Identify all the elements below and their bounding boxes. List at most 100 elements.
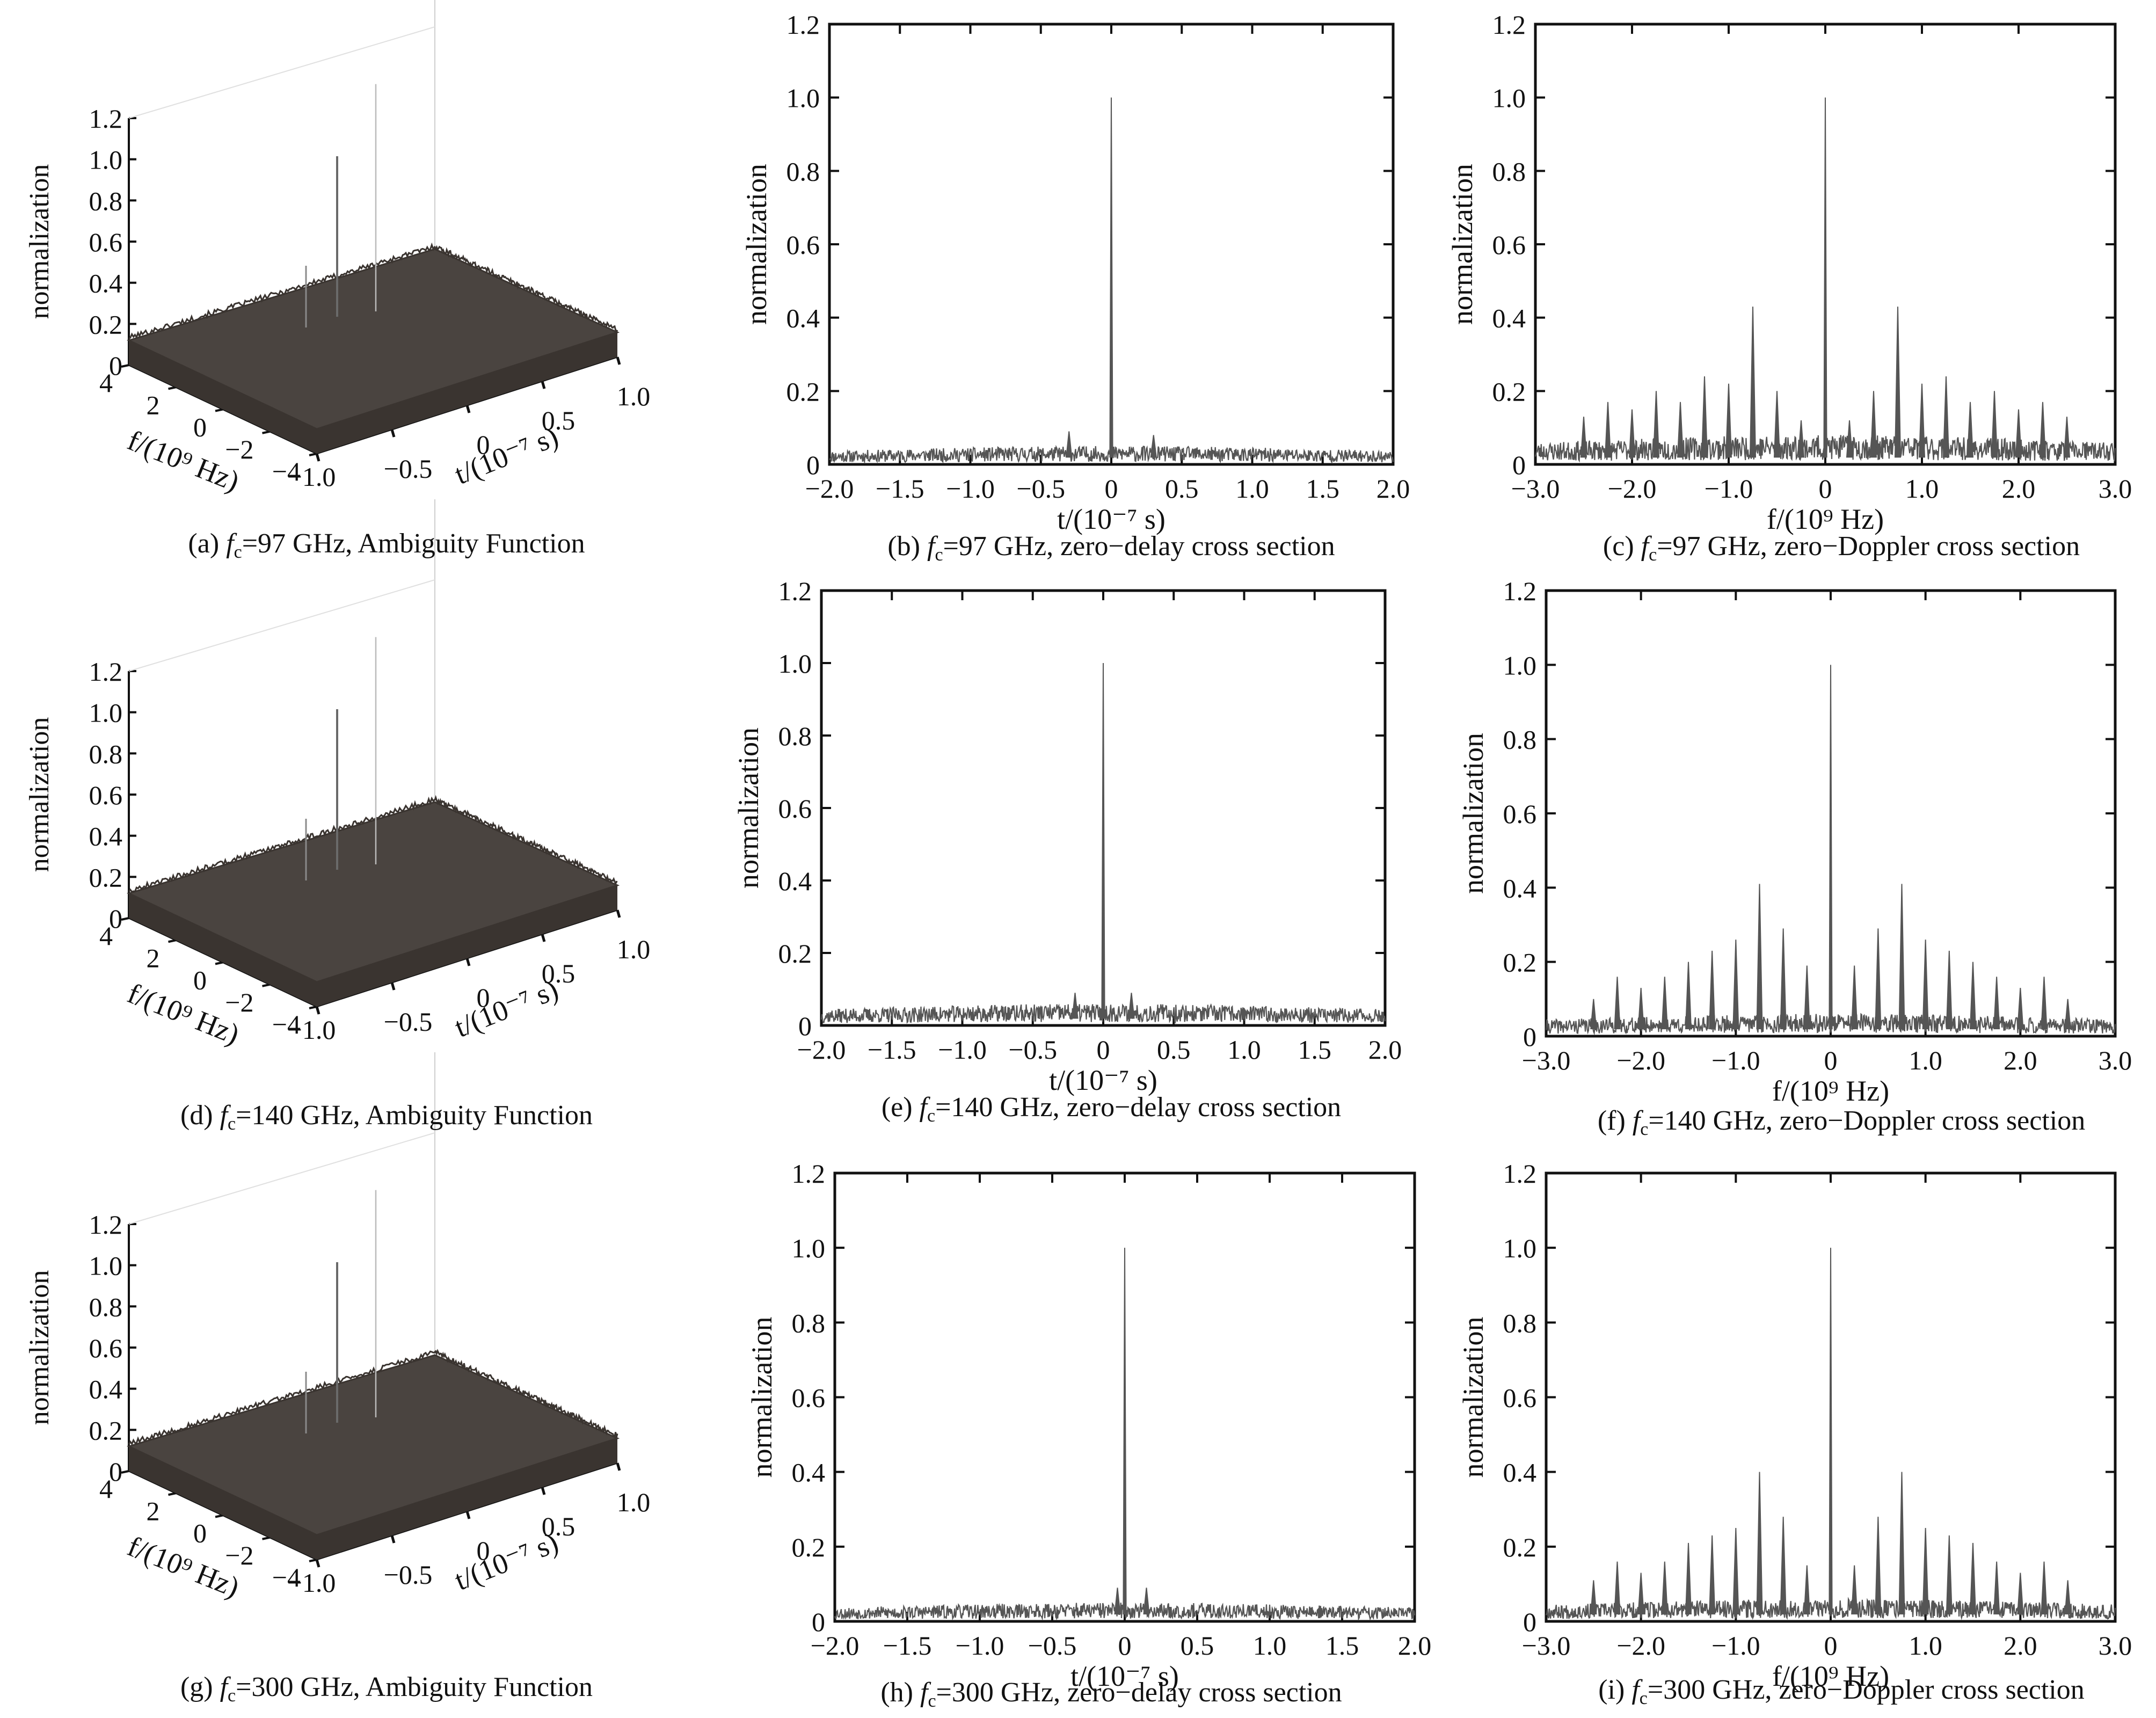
z-tick-label: 1.2 bbox=[89, 104, 123, 134]
y-axis-label: normalization bbox=[740, 164, 773, 325]
x-tick-label: 3.0 bbox=[2099, 1630, 2132, 1661]
f-tick-mark bbox=[309, 453, 317, 456]
panel-c: 0 0.2 0.4 0.6 0.8 1.0 1.2 −3.0 −2.0 −1.0 0 1.0 2.0 3.… bbox=[1446, 10, 2132, 535]
back-grid-line bbox=[128, 579, 435, 672]
z-tick-label: 1.2 bbox=[89, 657, 123, 687]
f-tick-label: 4 bbox=[99, 368, 113, 398]
y-tick-label: 0.2 bbox=[786, 376, 820, 406]
peak-mark bbox=[1969, 1542, 1977, 1615]
y-tick-label: 0.4 bbox=[1503, 1458, 1537, 1488]
caption-fc-subscript: c bbox=[928, 1691, 936, 1711]
caption-suffix: , zero−Doppler cross section bbox=[1765, 1675, 2085, 1705]
peak-mark bbox=[1756, 1472, 1763, 1615]
y-tick-label: 0.6 bbox=[1503, 799, 1537, 829]
x-axis-label: t/(10⁻⁷ s) bbox=[1057, 503, 1166, 535]
back-grid-line bbox=[128, 1132, 435, 1225]
caption-fc-value: 300 GHz bbox=[251, 1672, 353, 1702]
peak-mark bbox=[1072, 993, 1079, 1019]
peak-mark bbox=[2041, 1561, 2048, 1615]
x-tick-label: 2.0 bbox=[1398, 1630, 1432, 1661]
x-tick-label: 0.5 bbox=[1181, 1630, 1214, 1661]
caption-prefix: (d) bbox=[180, 1100, 220, 1131]
z-tick-label: 0.2 bbox=[89, 1415, 123, 1445]
surface-top bbox=[126, 801, 620, 983]
peak-mark bbox=[1725, 383, 1732, 458]
z-tick-label: 0.8 bbox=[89, 1292, 123, 1322]
y-tick-label: 1.0 bbox=[786, 83, 820, 113]
y-tick-label: 1.0 bbox=[1503, 650, 1537, 680]
x-tick-label: 2.0 bbox=[1376, 474, 1410, 504]
y-axis-label: normalization bbox=[1457, 733, 1489, 894]
x-tick-label: −2.0 bbox=[797, 1035, 846, 1065]
peak-mark bbox=[1685, 962, 1692, 1030]
peak-mark bbox=[1150, 435, 1157, 458]
peak-mark bbox=[1922, 1528, 1929, 1615]
x-tick-label: −1.5 bbox=[868, 1035, 916, 1065]
f-tick-mark bbox=[215, 1514, 223, 1518]
peak-mark bbox=[1898, 1472, 1905, 1615]
x-tick-label: 0 bbox=[1819, 474, 1832, 504]
caption-prefix: (h) bbox=[880, 1677, 920, 1708]
x-tick-label: 2.0 bbox=[2004, 1045, 2037, 1075]
y-tick-label: 1.2 bbox=[1492, 10, 1526, 40]
y-tick-label: 1.2 bbox=[786, 10, 820, 40]
z-tick-label: 1.0 bbox=[89, 1251, 123, 1281]
y-tick-label: 1.0 bbox=[792, 1233, 826, 1263]
f-tick-mark bbox=[168, 939, 176, 943]
peak-mark bbox=[1966, 402, 1974, 458]
caption-fc-symbol: f bbox=[226, 528, 234, 559]
surface-top bbox=[126, 1354, 620, 1536]
peak-mark bbox=[1604, 402, 1612, 458]
y-tick-label: 0.8 bbox=[1503, 1308, 1537, 1338]
x-tick-label: 3.0 bbox=[2099, 1045, 2132, 1075]
t-tick-label: 0.5 bbox=[542, 1511, 576, 1541]
x-tick-label: −3.0 bbox=[1522, 1630, 1571, 1661]
y-tick-label: 0 bbox=[1512, 450, 1526, 480]
caption-fc-symbol: f bbox=[1631, 1675, 1640, 1705]
panel-e: 0 0.2 0.4 0.6 0.8 1.0 1.2 −2.0 −1.5 −1.0 −0.5 0 0.5 1… bbox=[732, 576, 1402, 1096]
peak-mark bbox=[1749, 307, 1757, 458]
t-tick-mark bbox=[390, 982, 396, 991]
f-tick-mark bbox=[168, 1492, 176, 1496]
peak-mark bbox=[1101, 663, 1105, 1019]
f-tick-mark bbox=[309, 1559, 317, 1562]
caption-prefix: (g) bbox=[180, 1672, 220, 1702]
x-tick-label: −1.0 bbox=[938, 1035, 987, 1065]
x-tick-label: 0 bbox=[1824, 1630, 1838, 1661]
caption-fc-symbol: f bbox=[919, 1092, 927, 1123]
f-tick-mark bbox=[121, 364, 129, 368]
y-tick-label: 1.0 bbox=[1503, 1233, 1537, 1263]
peak-mark bbox=[1114, 1588, 1121, 1615]
peak-mark bbox=[1846, 420, 1853, 458]
peak-mark bbox=[1946, 950, 1953, 1030]
caption-equals: = bbox=[935, 1092, 951, 1123]
peak-mark bbox=[1661, 1561, 1668, 1615]
y-tick-label: 0 bbox=[798, 1011, 812, 1041]
caption-c: (c) fc=97 GHz, zero−Doppler cross sectio… bbox=[1603, 530, 2080, 565]
caption-equals: = bbox=[943, 531, 959, 562]
caption-prefix: (e) bbox=[881, 1092, 920, 1123]
y-tick-label: 0.2 bbox=[1503, 1532, 1537, 1562]
x-tick-label: −1.5 bbox=[876, 474, 924, 504]
caption-equals: = bbox=[242, 528, 258, 559]
x-tick-label: 0 bbox=[1097, 1035, 1110, 1065]
peak-mark bbox=[1946, 1535, 1953, 1615]
caption-equals: = bbox=[936, 1677, 952, 1708]
z-tick-label: 0.6 bbox=[89, 227, 123, 257]
peak-mark bbox=[1677, 402, 1684, 458]
caption-e: (e) fc=140 GHz, zero−delay cross section bbox=[882, 1091, 1341, 1126]
x-tick-label: −2.0 bbox=[805, 474, 854, 504]
peak-mark bbox=[1823, 97, 1827, 458]
y-tick-label: 0.2 bbox=[1492, 376, 1526, 406]
caption-equals: = bbox=[1648, 1105, 1664, 1136]
x-tick-label: 1.5 bbox=[1325, 1630, 1359, 1661]
t-tick-label: −1.0 bbox=[287, 1568, 336, 1598]
x-tick-label: 2.0 bbox=[2002, 474, 2036, 504]
y-tick-label: 0.4 bbox=[792, 1458, 826, 1488]
caption-fc-subscript: c bbox=[1639, 1688, 1648, 1708]
y-tick-label: 1.2 bbox=[778, 576, 812, 606]
x-tick-label: 1.5 bbox=[1306, 474, 1340, 504]
f-tick-label: −4 bbox=[272, 1562, 301, 1592]
panel-g: 00.20.40.60.81.01.2normalization420−2−4f… bbox=[24, 1052, 650, 1604]
